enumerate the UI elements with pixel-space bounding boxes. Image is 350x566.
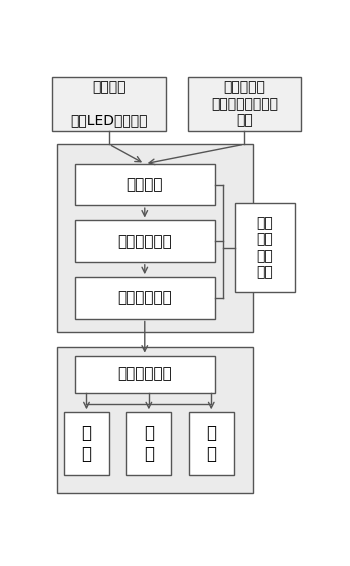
Text: 图像采集系统: 图像采集系统 — [117, 290, 172, 305]
FancyBboxPatch shape — [57, 144, 253, 332]
Text: 形
态: 形 态 — [144, 424, 154, 463]
FancyBboxPatch shape — [75, 355, 215, 393]
FancyBboxPatch shape — [57, 347, 253, 493]
Text: 激发光源: 激发光源 — [127, 177, 163, 192]
FancyBboxPatch shape — [235, 203, 295, 293]
FancyBboxPatch shape — [75, 277, 215, 319]
FancyBboxPatch shape — [52, 76, 166, 131]
Text: 水下方案

三色LED激发光源: 水下方案 三色LED激发光源 — [70, 81, 148, 127]
FancyBboxPatch shape — [188, 76, 301, 131]
Text: 光
谱: 光 谱 — [82, 424, 91, 463]
Text: 电子
时序
控制
系统: 电子 时序 控制 系统 — [257, 216, 273, 279]
Text: 流动进样系统: 流动进样系统 — [117, 234, 172, 248]
FancyBboxPatch shape — [75, 164, 215, 205]
Text: 实验室方案
波长可调谐脉冲激
光器: 实验室方案 波长可调谐脉冲激 光器 — [211, 81, 278, 127]
FancyBboxPatch shape — [75, 220, 215, 262]
Text: 颜
色: 颜 色 — [206, 424, 216, 463]
FancyBboxPatch shape — [64, 412, 109, 475]
FancyBboxPatch shape — [189, 412, 234, 475]
Text: 分类识别系统: 分类识别系统 — [117, 367, 172, 381]
FancyBboxPatch shape — [126, 412, 171, 475]
